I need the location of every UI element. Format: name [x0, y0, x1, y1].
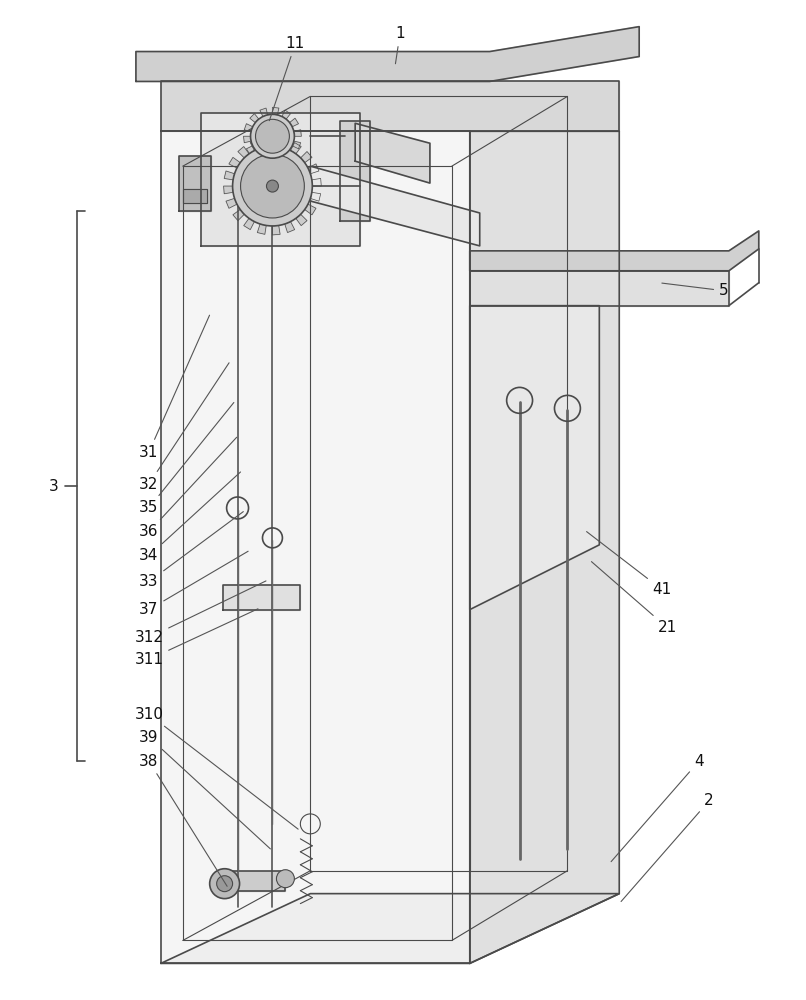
Polygon shape: [161, 894, 619, 963]
Text: 41: 41: [587, 532, 671, 597]
Polygon shape: [247, 146, 256, 154]
Polygon shape: [201, 113, 360, 246]
Polygon shape: [272, 107, 279, 115]
Text: 2: 2: [621, 793, 714, 902]
Polygon shape: [308, 164, 319, 174]
Polygon shape: [244, 124, 253, 131]
Polygon shape: [161, 131, 470, 963]
Polygon shape: [470, 306, 600, 610]
Polygon shape: [470, 131, 619, 963]
Polygon shape: [296, 214, 307, 226]
Polygon shape: [294, 130, 301, 136]
Polygon shape: [179, 156, 210, 211]
Text: 39: 39: [139, 730, 270, 849]
Circle shape: [240, 154, 305, 218]
Text: 311: 311: [135, 609, 258, 667]
Polygon shape: [285, 222, 295, 233]
Polygon shape: [224, 171, 235, 180]
Circle shape: [210, 869, 239, 899]
Polygon shape: [260, 108, 268, 117]
Text: 11: 11: [269, 36, 305, 121]
Text: 34: 34: [139, 472, 240, 563]
Text: 1: 1: [395, 26, 405, 64]
Polygon shape: [310, 166, 480, 246]
Polygon shape: [222, 871, 285, 891]
Polygon shape: [255, 153, 263, 162]
Polygon shape: [305, 204, 316, 215]
Polygon shape: [251, 140, 260, 151]
Circle shape: [233, 146, 312, 226]
Polygon shape: [229, 157, 240, 168]
Circle shape: [267, 180, 278, 192]
Polygon shape: [355, 123, 430, 183]
Circle shape: [276, 870, 294, 888]
Polygon shape: [290, 143, 301, 154]
Text: 4: 4: [611, 754, 704, 862]
Circle shape: [217, 876, 233, 892]
Text: 32: 32: [139, 363, 229, 492]
Polygon shape: [250, 114, 259, 123]
Polygon shape: [340, 121, 370, 221]
Text: 36: 36: [139, 437, 237, 539]
Text: 33: 33: [139, 512, 243, 589]
Text: 35: 35: [139, 403, 234, 515]
Polygon shape: [223, 186, 233, 194]
Polygon shape: [243, 218, 255, 230]
Text: 21: 21: [592, 562, 677, 635]
Polygon shape: [161, 81, 619, 131]
Text: 38: 38: [139, 754, 227, 886]
Polygon shape: [265, 137, 272, 147]
Polygon shape: [277, 156, 285, 164]
Polygon shape: [301, 152, 312, 163]
Text: 5: 5: [662, 283, 729, 298]
Polygon shape: [226, 198, 237, 208]
Polygon shape: [183, 189, 206, 203]
Text: 31: 31: [139, 315, 210, 460]
Polygon shape: [310, 192, 321, 201]
Polygon shape: [470, 271, 729, 306]
Polygon shape: [272, 225, 280, 235]
Text: 3: 3: [48, 479, 58, 494]
Polygon shape: [238, 147, 249, 158]
Polygon shape: [293, 141, 301, 149]
Polygon shape: [286, 150, 295, 159]
Text: 37: 37: [139, 551, 248, 617]
Polygon shape: [312, 178, 322, 186]
Polygon shape: [243, 136, 251, 143]
Polygon shape: [266, 158, 272, 165]
Circle shape: [251, 114, 294, 158]
Polygon shape: [470, 231, 758, 271]
Text: 312: 312: [135, 581, 266, 645]
Polygon shape: [136, 27, 639, 81]
Polygon shape: [282, 110, 290, 119]
Polygon shape: [289, 118, 298, 127]
Text: 310: 310: [135, 707, 298, 829]
Polygon shape: [257, 224, 266, 234]
Circle shape: [256, 119, 289, 153]
Polygon shape: [222, 585, 301, 610]
Polygon shape: [233, 210, 244, 221]
Polygon shape: [279, 138, 288, 148]
